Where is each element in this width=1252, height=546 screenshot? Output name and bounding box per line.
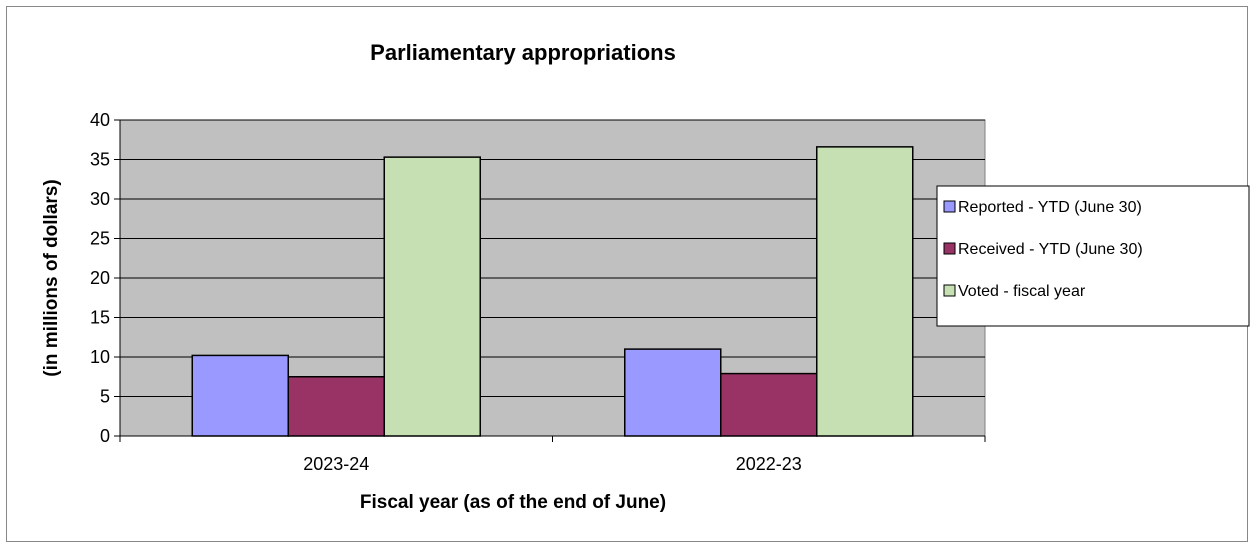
y-tick-label: 5	[100, 387, 110, 407]
y-tick-label: 25	[90, 229, 110, 249]
legend-label: Voted - fiscal year	[958, 283, 1086, 300]
legend-label: Received - YTD (June 30)	[958, 241, 1143, 258]
y-axis-title: (in millions of dollars)	[41, 179, 62, 376]
legend-box	[936, 185, 1250, 327]
y-tick-label: 30	[90, 189, 110, 209]
legend-swatch	[943, 284, 956, 297]
bar-reported-ytd-june-30-2022-23	[624, 348, 722, 437]
y-tick-label: 0	[100, 426, 110, 446]
y-tick-label: 20	[90, 268, 110, 288]
bar-received-ytd-june-30-2022-23	[720, 372, 818, 437]
plot-area: 0 5 10 15 20 25 30 35 40 2023-24 2022-23	[90, 110, 986, 474]
y-tick-label: 35	[90, 150, 110, 170]
y-tick-label: 10	[90, 347, 110, 367]
bar-reported-ytd-june-30-2023-24	[191, 354, 289, 437]
legend-swatch	[943, 200, 956, 213]
bar-voted-fiscal-year-2023-24	[383, 156, 481, 437]
bar-received-ytd-june-30-2023-24	[287, 376, 385, 437]
chart-title: Parliamentary appropriations	[370, 40, 676, 65]
legend-label: Reported - YTD (June 30)	[958, 199, 1142, 216]
bar-voted-fiscal-year-2022-23	[816, 146, 914, 437]
y-tick-label: 40	[90, 110, 110, 130]
x-tick-label: 2022-23	[736, 454, 802, 474]
x-tick-label: 2023-24	[303, 454, 369, 474]
y-tick-label: 15	[90, 308, 110, 328]
legend: Reported - YTD (June 30) Received - YTD (…	[936, 185, 1250, 327]
x-axis-title: Fiscal year (as of the end of June)	[360, 492, 666, 513]
legend-swatch	[943, 242, 956, 255]
